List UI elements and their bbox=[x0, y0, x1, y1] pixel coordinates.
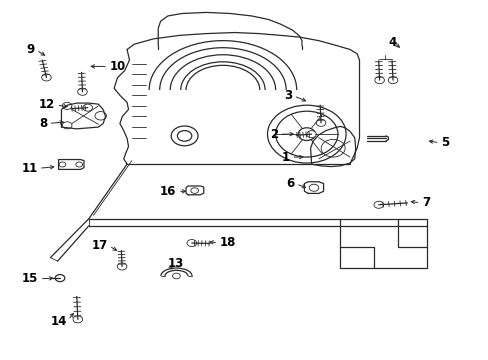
Circle shape bbox=[55, 275, 65, 282]
Text: 7: 7 bbox=[421, 197, 429, 210]
Circle shape bbox=[186, 239, 196, 247]
Text: 1: 1 bbox=[281, 150, 289, 163]
Text: 3: 3 bbox=[284, 89, 292, 102]
Text: 8: 8 bbox=[39, 117, 47, 130]
Circle shape bbox=[41, 74, 51, 81]
Circle shape bbox=[306, 131, 316, 138]
Circle shape bbox=[373, 201, 383, 208]
Text: 16: 16 bbox=[160, 185, 176, 198]
Text: 2: 2 bbox=[269, 128, 278, 141]
Circle shape bbox=[78, 88, 87, 95]
Circle shape bbox=[374, 77, 384, 84]
Text: 11: 11 bbox=[21, 162, 38, 175]
Text: 17: 17 bbox=[91, 239, 108, 252]
Circle shape bbox=[83, 104, 92, 111]
Circle shape bbox=[387, 77, 397, 84]
Text: 6: 6 bbox=[286, 177, 294, 190]
Text: 12: 12 bbox=[39, 98, 55, 111]
Circle shape bbox=[298, 128, 315, 140]
Circle shape bbox=[117, 263, 126, 270]
Text: 18: 18 bbox=[219, 236, 236, 249]
Text: 15: 15 bbox=[22, 272, 39, 285]
Circle shape bbox=[267, 105, 346, 163]
Text: 13: 13 bbox=[167, 257, 183, 270]
Text: 4: 4 bbox=[388, 36, 396, 49]
Text: 9: 9 bbox=[27, 43, 35, 56]
Text: 10: 10 bbox=[109, 60, 125, 73]
Text: 5: 5 bbox=[440, 136, 448, 149]
Circle shape bbox=[73, 316, 82, 323]
Text: 14: 14 bbox=[51, 315, 67, 328]
Circle shape bbox=[275, 111, 337, 157]
Circle shape bbox=[316, 119, 325, 126]
